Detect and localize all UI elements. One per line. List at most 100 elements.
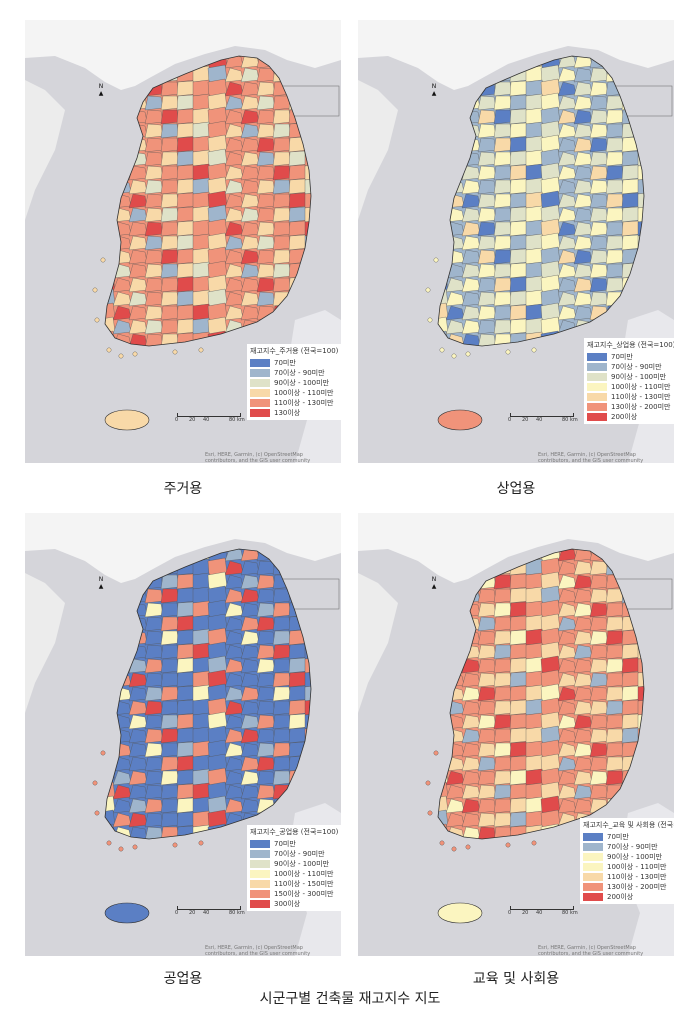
region-cell [256,319,276,335]
legend-item: 70미만 [583,832,674,842]
region-cell [621,164,641,181]
region-cell [438,739,449,758]
region-cell [493,700,513,716]
region-cell [304,628,311,646]
region-cell [605,728,625,744]
legend-label: 70이상 - 90미만 [274,369,325,377]
region-cell [637,726,644,744]
region-cell [272,207,292,223]
island [505,349,511,355]
legend-swatch [583,883,603,891]
region-cell [509,713,529,730]
region-cell [493,207,513,223]
region-cell [461,658,481,674]
legend-item: 90이상 - 100미만 [250,859,338,869]
region-cell [144,207,164,223]
region-cell [510,840,528,855]
region-cell [112,616,132,632]
region-cell [160,123,180,139]
region-cell [445,151,465,167]
region-cell [637,586,644,604]
legend-item: 70미만 [250,839,338,849]
region-cell [176,108,196,125]
region-cell [272,305,292,321]
region-cell [477,165,497,181]
region-cell [509,629,529,646]
region-cell [207,344,228,346]
region-cell [288,290,308,307]
region-cell [105,627,116,646]
region-cell [558,841,576,855]
island [451,353,457,359]
region-cell [288,66,308,83]
region-cell [438,190,449,209]
region-cell [637,684,644,702]
legend-label: 90이상 - 100미만 [274,379,330,387]
region-cell [477,333,497,346]
region-cell [176,615,196,632]
region-cell [461,137,481,153]
region-cell [272,249,292,265]
region-cell [589,574,609,590]
region-cell [445,616,465,632]
legend-item: 100이상 - 110미만 [583,862,674,872]
region-cell [509,601,529,618]
region-cell [272,151,292,167]
region-cell [128,630,148,646]
region-cell [272,277,292,293]
region-cell [637,191,644,209]
region-cell [540,823,561,839]
region-cell [589,137,609,153]
region-cell [272,109,292,125]
region-cell [144,644,164,660]
region-cell [493,658,513,674]
region-cell [438,613,449,632]
region-cell [144,630,164,646]
region-cell [176,811,196,828]
island [451,846,457,852]
region-cell [160,207,180,223]
region-cell [509,290,529,307]
legend-item: 110이상 - 130미만 [250,398,338,408]
region-cell [605,319,625,335]
legend-title: 재고지수_상업용 (전국=100) [587,341,674,349]
region-cell [105,669,116,688]
region-cell [605,798,625,814]
island [531,840,537,846]
region-cell [304,121,311,139]
region-cell [256,700,276,716]
legend-item: 70미만 [587,352,674,362]
region-cell [144,728,164,744]
region-cell [176,685,196,702]
map-legend: 재고지수_공업용 (전국=100) 70미만 70이상 - 90미만 90이상 - … [247,825,341,911]
region-cell [589,249,609,265]
region-cell [144,574,164,590]
region-cell [304,93,311,111]
legend-label: 70미만 [611,353,633,361]
legend-label: 110이상 - 130미만 [274,399,334,407]
region-cell [272,686,292,702]
region-cell [493,179,513,195]
region-cell [509,755,529,772]
legend-item: 110이상 - 130미만 [583,872,674,882]
region-cell [105,599,116,618]
island [433,750,439,756]
region-cell [240,549,260,562]
region-cell [256,123,276,139]
region-cell [509,699,529,716]
scale-label: 20 [189,910,196,916]
region-cell [589,277,609,293]
region-cell [129,348,147,362]
region-cell [304,670,311,688]
region-cell [288,164,308,181]
region-cell [288,559,308,576]
region-cell [438,655,449,674]
scale-label: 40 [203,417,210,423]
region-cell [272,756,292,772]
region-cell [288,108,308,125]
region-cell [288,587,308,604]
region-cell [589,319,609,335]
region-cell [637,261,644,279]
region-cell [637,205,644,223]
region-cell [272,644,292,660]
